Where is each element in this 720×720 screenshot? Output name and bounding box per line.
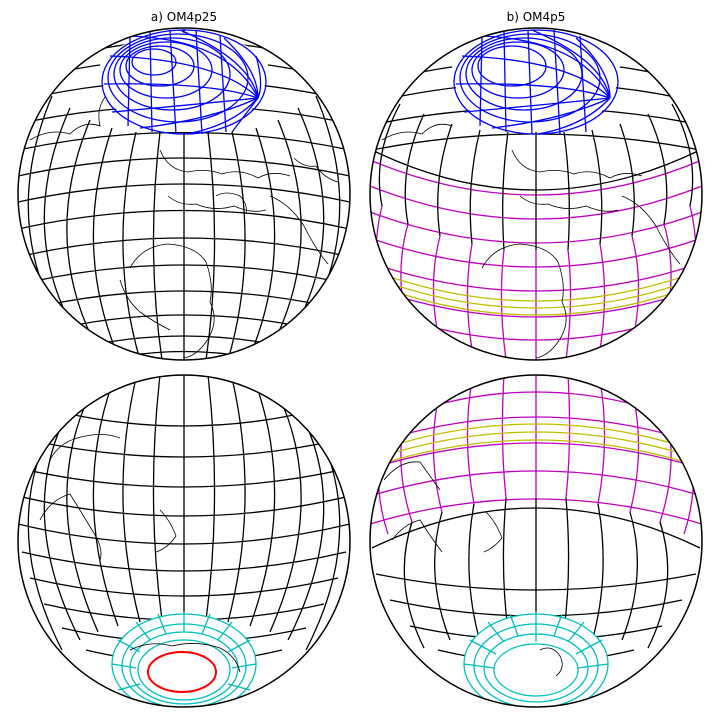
panel-b-title: b) OM4p5 bbox=[507, 10, 566, 24]
equatorial-refinement-grid bbox=[375, 271, 697, 316]
globe-outline bbox=[369, 27, 703, 361]
tripolar-north-grid bbox=[451, 29, 621, 135]
globe-om4p5-south bbox=[369, 374, 703, 708]
south-polar-inner-grid bbox=[147, 651, 217, 693]
globe-om4p25-south bbox=[17, 374, 351, 708]
coastlines bbox=[383, 461, 563, 677]
equatorial-band-grid bbox=[370, 375, 702, 548]
coastlines bbox=[39, 434, 241, 673]
coastlines bbox=[381, 123, 681, 359]
globe-outline bbox=[17, 374, 351, 708]
south-polar-ring-grid bbox=[463, 612, 609, 707]
equatorial-refinement-grid bbox=[373, 423, 699, 467]
mercator-grid bbox=[371, 60, 701, 251]
tripolar-north-grid bbox=[99, 29, 269, 135]
coastlines bbox=[29, 95, 339, 359]
globe-outline bbox=[17, 27, 351, 361]
globe-outline bbox=[369, 374, 703, 708]
panel-a-title: a) OM4p25 bbox=[151, 10, 217, 24]
globe-om4p5-north bbox=[369, 27, 703, 361]
globe-om4p25-north bbox=[17, 27, 351, 361]
